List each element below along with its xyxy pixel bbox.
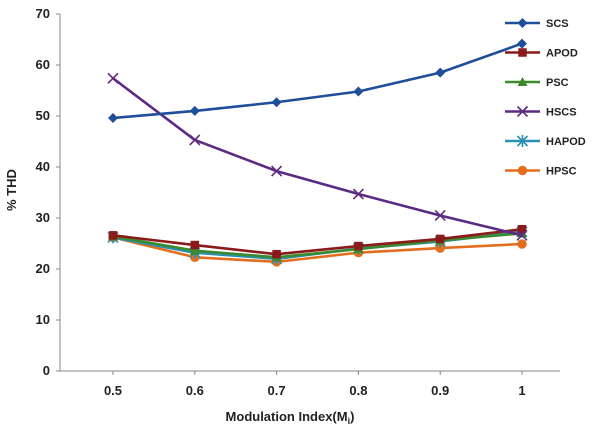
legend-marker <box>518 48 527 57</box>
axes <box>59 14 560 372</box>
data-point-apod <box>435 234 445 244</box>
x-tick-label: 1 <box>518 383 525 398</box>
series-group <box>107 38 528 267</box>
x-tick-label: 0.9 <box>431 383 449 398</box>
legend-label: PSC <box>546 77 569 89</box>
data-point-scs <box>435 67 446 78</box>
series-scs <box>108 38 527 124</box>
series-line-hpsc <box>112 236 523 264</box>
data-point-scs <box>271 97 282 108</box>
y-tick-labels: 0 10 20 30 40 50 60 70 <box>36 6 60 378</box>
data-point-hpsc <box>517 239 527 249</box>
y-tick-label: 60 <box>36 57 50 72</box>
data-point-scs <box>517 38 527 49</box>
data-point-hscs <box>107 72 119 84</box>
legend-item: HSCS <box>505 105 577 119</box>
data-point-hscs <box>516 229 528 241</box>
data-point-apod <box>190 240 200 250</box>
legend-marker <box>516 135 529 147</box>
data-point-hscs <box>189 134 201 146</box>
y-tick-label: 40 <box>36 159 50 174</box>
legend-marker <box>517 165 528 176</box>
legend-label: HAPOD <box>546 136 586 148</box>
legend-label: HSCS <box>546 107 577 119</box>
legend-marker <box>517 77 528 86</box>
series-line-apod <box>112 227 523 256</box>
data-point-apod <box>108 231 118 240</box>
y-tick-label: 30 <box>36 210 50 225</box>
x-tick-label: 0.8 <box>349 383 367 398</box>
data-point-scs <box>189 105 200 116</box>
y-tick-label: 10 <box>36 312 50 327</box>
x-axis-title-subscript: i <box>348 416 351 426</box>
data-point-apod <box>272 249 281 259</box>
data-point-hscs <box>271 165 283 177</box>
x-tick-labels: 0.5 0.6 0.7 0.8 0.9 1 <box>104 371 526 398</box>
legend-item: SCS <box>505 18 569 30</box>
y-tick-label: 50 <box>36 108 50 123</box>
x-axis-title-main: Modulation Index(M <box>226 409 348 424</box>
data-point-psc <box>189 245 200 255</box>
series-line-hscs <box>112 77 523 237</box>
x-axis-title-end: ) <box>350 409 354 424</box>
legend-label: APOD <box>546 48 578 60</box>
data-point-apod <box>517 224 527 234</box>
x-axis-title: Modulation Index(Mi) <box>226 409 355 426</box>
series-line-psc <box>112 232 523 259</box>
legend-item: HAPOD <box>505 135 586 148</box>
legend-label: HPSC <box>546 166 577 178</box>
data-point-scs <box>108 113 118 124</box>
legend-label: SCS <box>546 18 569 30</box>
legend-item: PSC <box>505 77 569 89</box>
series-hscs <box>107 72 528 241</box>
y-tick-label: 0 <box>43 363 50 378</box>
legend-marker <box>517 18 528 28</box>
data-point-hscs <box>434 209 446 222</box>
data-point-hscs <box>352 188 364 200</box>
data-point-scs <box>353 86 364 97</box>
data-point-apod <box>354 241 363 251</box>
series-line-scs <box>112 42 523 120</box>
y-tick-label: 20 <box>36 261 50 276</box>
x-tick-label: 0.5 <box>104 383 122 398</box>
x-tick-label: 0.6 <box>186 383 204 398</box>
x-tick-label: 0.7 <box>268 383 286 398</box>
legend: SCS APOD PSC HSCS HAPOD HPSC <box>505 18 586 178</box>
y-tick-label: 70 <box>36 6 50 21</box>
y-axis-title: % THD <box>4 169 19 211</box>
legend-item: APOD <box>505 48 578 60</box>
legend-item: HPSC <box>505 166 577 178</box>
legend-marker <box>516 105 529 118</box>
series-apod <box>108 224 527 259</box>
data-point-hpsc <box>435 243 445 253</box>
